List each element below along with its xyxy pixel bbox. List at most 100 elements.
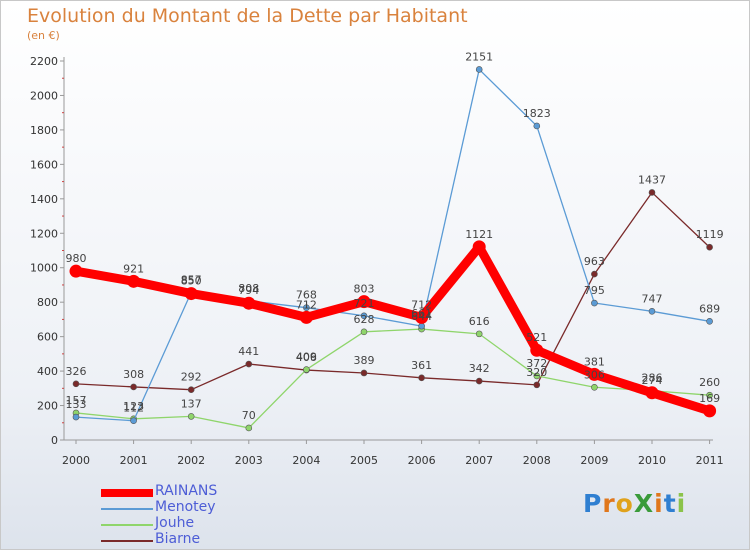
data-label: 747 — [642, 292, 663, 305]
data-point — [303, 304, 310, 311]
x-tick-label: 2007 — [465, 454, 493, 467]
data-label: 850 — [181, 275, 202, 288]
y-tick-label: 0 — [51, 434, 58, 447]
legend: RAINANS Menotey Jouhe Biarne — [101, 483, 301, 549]
data-point — [475, 330, 483, 338]
data-label: 308 — [123, 368, 144, 381]
y-tick-label: 1600 — [30, 158, 58, 171]
legend-label: RAINANS — [155, 483, 218, 499]
y-tick-label: 600 — [37, 331, 58, 344]
x-tick-label: 2004 — [292, 454, 320, 467]
series-line-menotey — [75, 68, 711, 422]
logo-letter: i — [676, 489, 687, 518]
data-label: 616 — [469, 315, 490, 328]
y-tick-label: 2000 — [30, 89, 58, 102]
data-label: 406 — [296, 351, 317, 364]
legend-item: RAINANS — [101, 483, 301, 501]
data-point — [648, 308, 656, 315]
data-label: 169 — [699, 392, 720, 405]
data-label: 306 — [584, 368, 605, 381]
data-label: 381 — [584, 355, 605, 368]
y-tick-label: 2200 — [30, 55, 58, 68]
data-point — [706, 318, 713, 325]
legend-label: Menotey — [155, 499, 216, 515]
data-point — [69, 264, 83, 278]
data-point — [645, 386, 659, 400]
data-label: 372 — [526, 357, 547, 370]
data-label: 857 — [181, 273, 202, 286]
data-point — [299, 310, 313, 324]
data-point — [475, 377, 483, 385]
data-label: 661 — [411, 307, 432, 320]
data-label: 157 — [66, 394, 87, 407]
data-point — [360, 312, 368, 320]
data-point — [591, 383, 598, 391]
data-label: 980 — [66, 252, 87, 265]
x-tick-label: 2005 — [350, 454, 378, 467]
data-label: 795 — [584, 284, 605, 297]
data-point — [591, 270, 598, 278]
data-point — [418, 322, 425, 330]
data-label: 389 — [354, 354, 375, 367]
data-label: 361 — [411, 359, 432, 372]
data-label: 803 — [354, 283, 375, 296]
data-label: 808 — [238, 282, 259, 295]
legend-swatch — [101, 508, 153, 510]
data-point — [357, 295, 371, 309]
y-tick-label: 1400 — [30, 193, 58, 206]
data-label: 712 — [296, 298, 317, 311]
y-tick-label: 1000 — [30, 262, 58, 275]
y-tick-label: 800 — [37, 296, 58, 309]
data-point — [187, 386, 195, 393]
x-tick-label: 2003 — [235, 454, 263, 467]
x-tick-label: 2011 — [696, 454, 724, 467]
data-label: 963 — [584, 255, 605, 268]
data-point — [303, 366, 310, 373]
data-label: 1823 — [523, 107, 551, 120]
x-tick-label: 2001 — [120, 454, 148, 467]
data-label: 1119 — [696, 228, 724, 241]
legend-label: Jouhe — [155, 515, 195, 531]
data-label: 768 — [296, 289, 317, 302]
legend-swatch — [101, 540, 153, 542]
data-label: 326 — [66, 365, 87, 378]
logo-letter: X — [633, 489, 655, 518]
data-point — [530, 343, 544, 357]
legend-item: Biarne — [101, 531, 301, 549]
data-point — [360, 369, 368, 377]
data-label: 112 — [123, 402, 144, 415]
chart-subtitle: (en €) — [27, 29, 60, 42]
data-label: 794 — [238, 284, 259, 297]
legend-item: Jouhe — [101, 515, 301, 533]
legend-swatch — [101, 489, 153, 497]
data-label: 274 — [642, 374, 663, 387]
legend-item: Menotey — [101, 499, 301, 517]
series-line-jouhe — [75, 328, 711, 429]
proxiti-logo: ProXiti — [583, 489, 686, 518]
logo-letter: P — [583, 489, 603, 518]
x-tick-label: 2006 — [408, 454, 436, 467]
data-point — [533, 122, 541, 130]
series-line-biarne — [75, 191, 711, 391]
data-point — [587, 367, 601, 381]
data-point — [533, 372, 541, 380]
data-point — [418, 374, 425, 382]
data-label: 1437 — [638, 173, 666, 186]
data-point — [360, 328, 368, 336]
data-label: 70 — [242, 409, 256, 422]
chart-title: Evolution du Montant de la Dette par Hab… — [27, 5, 468, 27]
data-point — [648, 189, 656, 196]
y-tick-label: 1200 — [30, 227, 58, 240]
data-point — [245, 360, 253, 368]
legend-label: Biarne — [155, 531, 201, 547]
data-label: 320 — [526, 366, 547, 379]
data-point — [72, 380, 80, 388]
data-label: 286 — [642, 372, 663, 385]
x-tick-label: 2008 — [523, 454, 551, 467]
y-tick-label: 200 — [37, 400, 58, 413]
data-label: 292 — [181, 371, 202, 384]
logo-letter: t — [663, 489, 677, 518]
data-label: 260 — [699, 376, 720, 389]
